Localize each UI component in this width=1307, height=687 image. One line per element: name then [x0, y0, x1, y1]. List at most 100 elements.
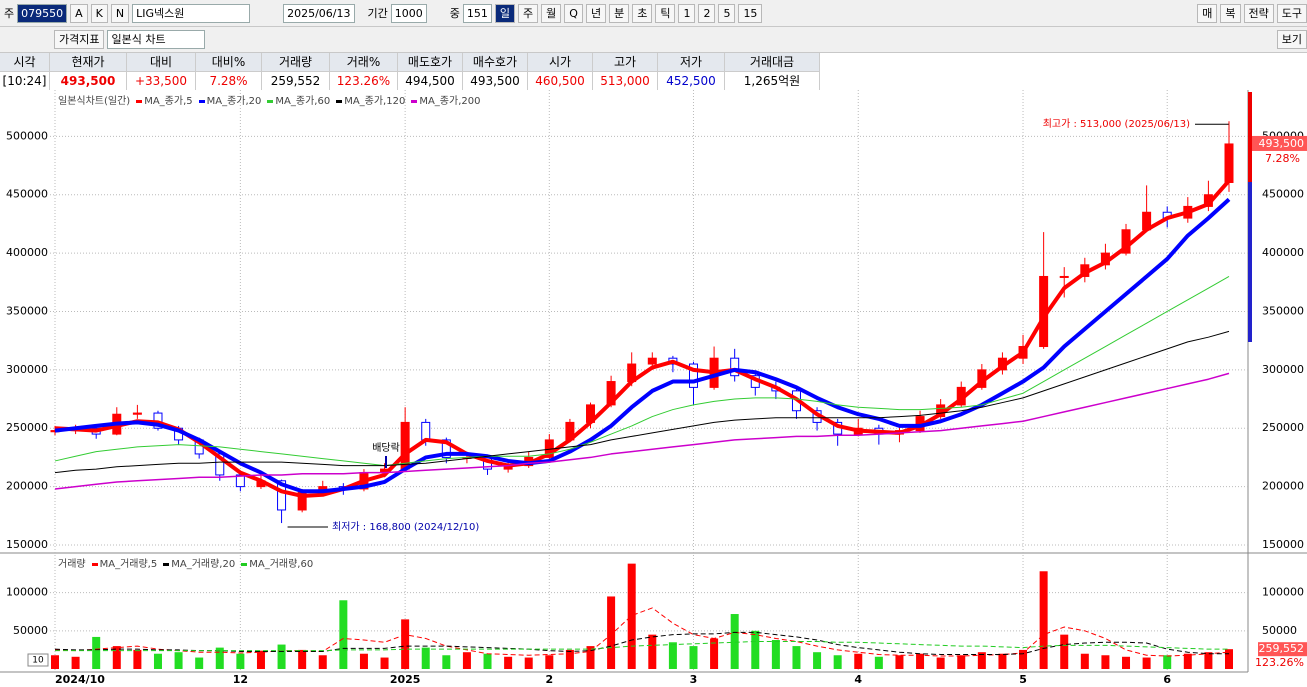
candle-body — [441, 439, 451, 458]
y-tick-label-left: 50000 — [13, 624, 48, 637]
x-tick-label: 2 — [545, 673, 553, 686]
volume-bar — [153, 653, 162, 669]
volume-ratio: 123.26% — [1255, 656, 1304, 669]
date-input[interactable]: 2025/06/13 — [283, 3, 355, 23]
quote-header: 시가 — [528, 53, 593, 72]
volume-bar — [957, 655, 966, 669]
y-tick-label-left: 150000 — [6, 538, 48, 551]
y-tick-label: 350000 — [1262, 304, 1304, 317]
period-button[interactable]: 초 — [632, 3, 653, 23]
period-button[interactable]: 분 — [609, 3, 630, 23]
last-price-tag — [1252, 135, 1307, 151]
volume-bar — [195, 657, 204, 669]
candle-body — [132, 412, 142, 415]
period-button[interactable]: Q — [564, 3, 583, 23]
period-button[interactable]: 틱 — [655, 3, 676, 23]
period-button[interactable]: 주 — [518, 3, 539, 23]
ma-line — [54, 179, 1231, 498]
volume-bar — [1142, 657, 1151, 669]
code-input[interactable]: 079550 — [17, 3, 68, 23]
legend-item: MA_종가,60 — [267, 92, 330, 107]
market-button[interactable]: A — [70, 3, 88, 23]
y-tick-label: 50000 — [1262, 624, 1297, 637]
mid-input[interactable]: 151 — [462, 3, 492, 23]
toolbar: 주 079550 A K N LIG넥스원 2025/06/13 기간 1000 중 151 일 주 월 Q… — [0, 0, 1307, 27]
volume-bar — [318, 655, 327, 669]
volume-bar — [627, 563, 636, 669]
tool-button[interactable]: 전략 — [1243, 3, 1274, 23]
volume-bar — [874, 656, 883, 669]
indicator-button[interactable]: 가격지표 — [54, 30, 105, 49]
legend-text: MA_거래량,5 — [99, 559, 158, 570]
quote-value: 7.28% — [196, 72, 262, 90]
volume-bar — [668, 642, 677, 669]
period-input[interactable]: 1000 — [390, 3, 427, 23]
low-label: 최저가 : 168,800 (2024/12/10) — [332, 521, 479, 533]
ma-line — [54, 197, 1231, 494]
volume-bar — [380, 657, 389, 669]
tool-button[interactable]: 도구 — [1276, 3, 1307, 23]
legend-item: MA_종가,20 — [198, 92, 261, 107]
quote-value: +33,500 — [127, 72, 196, 90]
ma-line — [54, 372, 1230, 490]
volume-bar — [92, 636, 101, 669]
candle-body — [688, 363, 698, 388]
period-button[interactable]: 일 — [494, 3, 516, 23]
quote-value: 123.26% — [330, 72, 398, 90]
volume-bar — [51, 655, 59, 669]
market-button[interactable]: K — [90, 3, 108, 23]
legend-swatch — [91, 562, 98, 566]
view-button[interactable]: 보기 — [1276, 30, 1307, 49]
volume-bar — [771, 639, 780, 669]
y-tick-label-left: 300000 — [6, 363, 48, 376]
quote-header: 대비 — [127, 53, 196, 72]
volume-bar — [1122, 656, 1131, 669]
period-button[interactable]: 5 — [718, 3, 736, 23]
quote-value: 1,265억원 — [725, 72, 820, 90]
volume-bar — [607, 596, 616, 669]
legend-title: 일본식차트(일간) — [58, 96, 131, 107]
market-button[interactable]: N — [110, 3, 130, 23]
legend-text: MA_종가,200 — [419, 96, 481, 107]
period-button[interactable]: 월 — [541, 3, 562, 23]
period-button[interactable]: 2 — [698, 3, 716, 23]
volume-bar — [133, 649, 142, 669]
period-button[interactable]: 15 — [738, 3, 763, 23]
tool-button[interactable]: 매 — [1197, 3, 1218, 23]
last-price: 493,500 — [1259, 137, 1305, 150]
legend-swatch — [411, 99, 418, 103]
volume-bar — [298, 649, 307, 669]
legend-swatch — [336, 99, 343, 103]
ma-line — [54, 330, 1230, 474]
volume-bar — [895, 655, 904, 669]
period-button[interactable]: 년 — [585, 3, 607, 23]
chart-kind-select[interactable]: 일본식 차트 — [107, 30, 206, 49]
x-tick-label: 2025 — [390, 673, 421, 686]
quote-value: 493,500 — [50, 72, 127, 90]
volume-bar — [236, 653, 245, 669]
y-tick-label-left: 200000 — [6, 480, 48, 493]
volume-bar — [813, 652, 822, 669]
tool-button[interactable]: 복 — [1220, 3, 1241, 23]
volume-bar — [174, 652, 183, 669]
y-tick-label: 200000 — [1262, 480, 1304, 493]
name-input[interactable]: LIG넥스원 — [132, 3, 251, 23]
volume-bar — [916, 653, 925, 669]
candle-body — [400, 421, 410, 470]
code-prefix: 주 — [4, 7, 15, 20]
volume-bar — [421, 647, 430, 669]
candle-body — [421, 421, 431, 441]
volume-bar — [648, 634, 657, 669]
quote-value: 452,500 — [658, 72, 725, 90]
volume-bar — [442, 655, 451, 669]
volume-bar — [710, 638, 719, 669]
period-button[interactable]: 1 — [678, 3, 696, 23]
legend-text: MA_종가,60 — [275, 96, 331, 107]
volume-bar — [1204, 652, 1213, 669]
volume-bar — [689, 646, 698, 669]
volume-bar — [71, 656, 80, 669]
quote-value: 460,500 — [528, 72, 593, 90]
y-tick-label-left: 400000 — [6, 246, 48, 259]
volume-bar — [256, 650, 265, 669]
